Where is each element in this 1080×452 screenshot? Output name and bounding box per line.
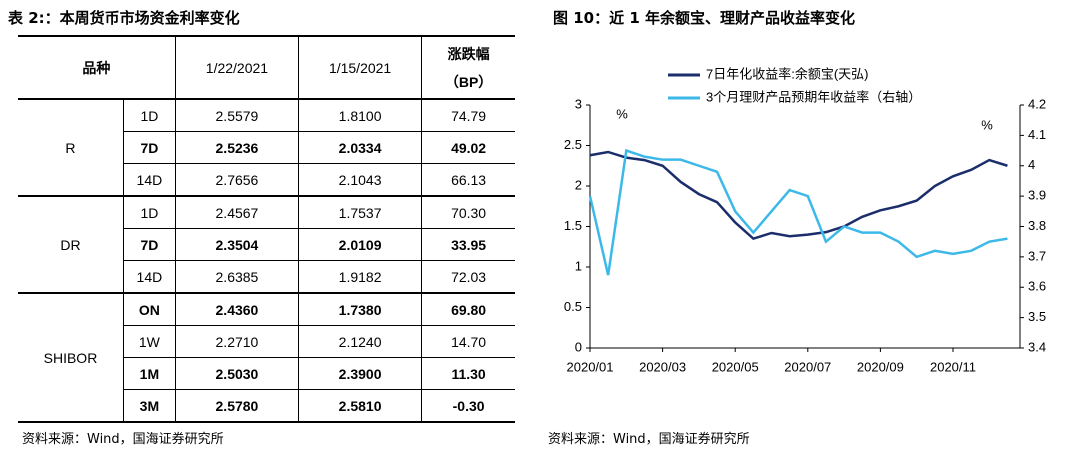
cell: 1M [122, 357, 176, 390]
y-tick-label: 1.5 [564, 218, 582, 233]
chart-source: 资料来源：Wind，国海证券研究所 [548, 432, 750, 447]
legend-label: 7日年化收益率:余额宝(天弘) [706, 66, 869, 81]
header-line: 涨跌幅 [447, 45, 490, 62]
cell: 74.79 [421, 98, 515, 132]
cell: 69.80 [421, 292, 515, 326]
y-tick-label: 3 [575, 96, 582, 111]
x-tick-label: 2020/07 [784, 359, 831, 374]
cell: 2.5030 [174, 357, 300, 390]
cell: -0.30 [421, 389, 515, 423]
cell: 2.1043 [298, 163, 423, 197]
cell: 70.30 [421, 195, 515, 229]
y-tick-label: 2 [575, 177, 582, 192]
cell: 2.5780 [174, 389, 300, 423]
y2-tick-label: 3.4 [1028, 339, 1046, 354]
y2-unit: % [981, 117, 993, 132]
header-cell: 涨跌幅 （BP） [421, 35, 515, 100]
x-tick-label: 2020/01 [567, 359, 614, 374]
table-row: 3M 2.5780 2.5810 -0.30 [18, 389, 515, 423]
cell: 2.5236 [174, 131, 300, 164]
cell: 2.0109 [298, 228, 423, 261]
cell: 14D [122, 163, 176, 197]
y-tick-label: 0.5 [564, 299, 582, 314]
cell: 1.8100 [298, 98, 423, 132]
y2-tick-label: 3.7 [1028, 248, 1046, 263]
cell: 2.4567 [174, 195, 300, 229]
header-cell: 1/22/2021 [174, 35, 300, 100]
table-row: SHIBOR ON 2.4360 1.7380 69.80 [18, 292, 515, 423]
rate-table: 品种 1/22/2021 1/15/2021 涨跌幅 （BP） R 1D 2.5579 1.81… [18, 35, 515, 423]
series-line [588, 148, 1008, 276]
table-row: 7D 2.3504 2.0109 33.95 [18, 228, 515, 261]
cell: 1.7380 [298, 292, 423, 326]
cell: 1D [122, 98, 176, 132]
cell: 72.03 [421, 260, 515, 294]
table-row: R 1D 2.5579 1.8100 74.79 [18, 98, 515, 197]
cell: 49.02 [421, 131, 515, 164]
cell: 7D [122, 131, 176, 164]
header-cell: 品种 [18, 35, 176, 100]
cell: 7D [122, 228, 176, 261]
table-title: 表 2:：本周货币市场资金利率变化 [8, 9, 240, 27]
table-row: 1M 2.5030 2.3900 11.30 [18, 357, 515, 390]
cell: 2.6385 [174, 260, 300, 294]
header-cell: 1/15/2021 [298, 35, 423, 100]
group-cell: SHIBOR [18, 292, 124, 423]
cell: 2.2710 [174, 325, 300, 358]
cell: 3M [122, 389, 176, 423]
y2-tick-label: 4.2 [1028, 96, 1046, 111]
y2-tick-label: 4 [1028, 157, 1035, 172]
cell: 14D [122, 260, 176, 294]
legend-label: 3个月理财产品预期年收益率（右轴） [706, 89, 921, 104]
table-row: 14D 2.6385 1.9182 72.03 [18, 260, 515, 294]
cell: 2.1240 [298, 325, 423, 358]
cell: 33.95 [421, 228, 515, 261]
cell: 1D [122, 195, 176, 229]
table-row: DR 1D 2.4567 1.7537 70.30 [18, 195, 515, 294]
x-tick-label: 2020/03 [639, 359, 686, 374]
cell: 14.70 [421, 325, 515, 358]
y2-tick-label: 3.6 [1028, 279, 1046, 294]
chart: 0 0.5 1 1.5 2 2.5 3 3.4 3.5 3.6 3.7 3.8 3.9 4 4.1 4.2 20… [564, 66, 1046, 374]
y2-tick-label: 3.9 [1028, 188, 1046, 203]
cell: 66.13 [421, 163, 515, 197]
header-line: （BP） [444, 73, 493, 90]
cell: 2.5579 [174, 98, 300, 132]
y-tick-label: 1 [575, 258, 582, 273]
y2-tick-label: 3.8 [1028, 218, 1046, 233]
y-tick-label: 0 [575, 339, 582, 354]
group-cell: R [18, 98, 124, 197]
cell: 1.7537 [298, 195, 423, 229]
chart-title: 图 10：近 1 年余额宝、理财产品收益率变化 [553, 9, 855, 27]
y-tick-label: 2.5 [564, 137, 582, 152]
x-tick-label: 2020/09 [857, 359, 904, 374]
table-row: 1W 2.2710 2.1240 14.70 [18, 325, 515, 358]
x-tick-label: 2020/11 [930, 359, 976, 374]
cell: 1W [122, 325, 176, 358]
cell: 2.4360 [174, 292, 300, 326]
series-line [589, 150, 1008, 241]
y2-tick-label: 4.1 [1028, 127, 1046, 142]
table-source: 资料来源：Wind，国海证券研究所 [22, 432, 224, 447]
cell: 2.5810 [298, 389, 423, 423]
cell: 2.3900 [298, 357, 423, 390]
y2-tick-label: 3.5 [1028, 309, 1046, 324]
cell: 2.0334 [298, 131, 423, 164]
cell: 2.3504 [174, 228, 300, 261]
cell: ON [122, 292, 176, 326]
group-cell: DR [18, 195, 124, 294]
y-unit: % [616, 106, 628, 121]
cell: 2.7656 [174, 163, 300, 197]
header-row: 品种 1/22/2021 1/15/2021 涨跌幅 （BP） [18, 35, 515, 100]
cell: 11.30 [421, 357, 515, 390]
cell: 1.9182 [298, 260, 423, 294]
x-tick-label: 2020/05 [712, 359, 759, 374]
table-row: 7D 2.5236 2.0334 49.02 [18, 131, 515, 164]
